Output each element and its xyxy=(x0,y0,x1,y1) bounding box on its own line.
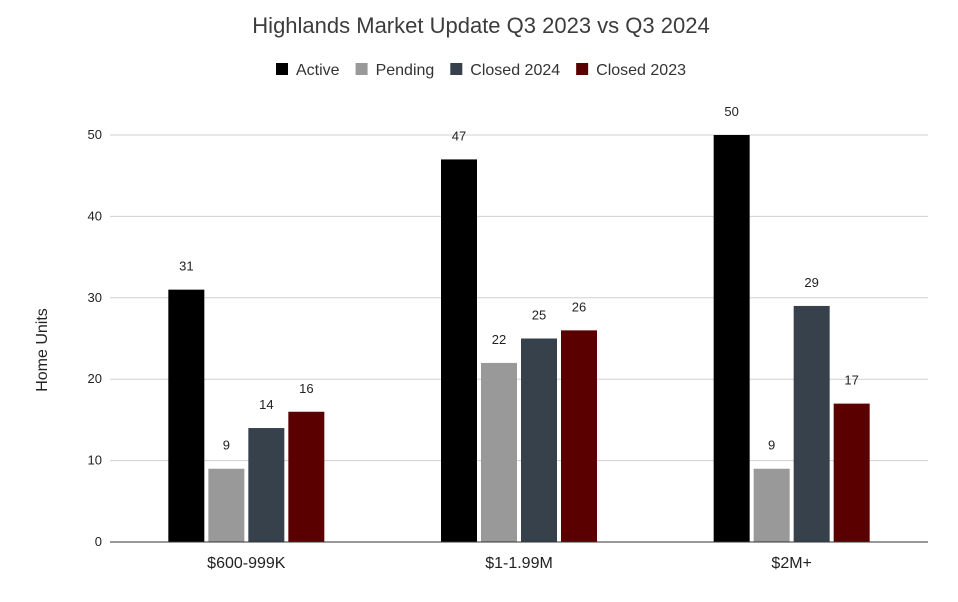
legend: Active Pending Closed 2024 Closed 2023 xyxy=(276,62,686,79)
x-axis-categories: $600-999K $1-1.99M $2M+ xyxy=(207,555,812,572)
data-label: 9 xyxy=(223,438,230,453)
legend-label: Closed 2023 xyxy=(596,62,686,79)
data-label: 17 xyxy=(844,373,858,388)
y-tick-label: 40 xyxy=(88,208,102,223)
y-axis-ticks: 0 10 20 30 40 50 xyxy=(88,127,102,549)
bar-closed-2023 xyxy=(833,403,870,542)
legend-swatch xyxy=(450,63,463,75)
bar-active xyxy=(441,159,477,543)
x-category-label: $2M+ xyxy=(771,555,811,572)
x-category-label: $600-999K xyxy=(207,555,286,572)
data-label: 9 xyxy=(768,438,775,453)
bar-closed-2024 xyxy=(793,305,830,542)
data-label: 26 xyxy=(572,299,586,314)
y-tick-label: 20 xyxy=(88,371,102,386)
legend-swatch xyxy=(576,63,589,75)
legend-label: Active xyxy=(296,62,340,79)
bar-closed-2024 xyxy=(248,428,285,542)
bars xyxy=(168,135,870,543)
bar-closed-2024 xyxy=(521,338,557,542)
chart-title: Highlands Market Update Q3 2023 vs Q3 20… xyxy=(252,13,709,38)
bar-closed-2023 xyxy=(288,411,325,542)
data-label: 50 xyxy=(724,104,738,119)
data-label: 14 xyxy=(259,397,273,412)
y-tick-label: 0 xyxy=(95,534,102,549)
y-tick-label: 30 xyxy=(88,290,102,305)
legend-swatch xyxy=(355,63,368,75)
y-axis-label: Home Units xyxy=(34,308,51,392)
legend-label: Closed 2024 xyxy=(470,62,560,79)
y-tick-label: 50 xyxy=(88,127,102,142)
legend-swatch xyxy=(276,63,289,75)
data-label: 22 xyxy=(492,332,506,347)
data-label: 47 xyxy=(452,128,466,143)
data-label: 16 xyxy=(299,381,313,396)
legend-label: Pending xyxy=(376,62,435,79)
x-category-label: $1-1.99M xyxy=(485,555,553,572)
bar-active xyxy=(713,135,750,542)
bar-pending xyxy=(481,362,517,542)
gridlines xyxy=(110,134,928,462)
bar-active xyxy=(168,289,205,542)
data-label: 25 xyxy=(532,308,546,323)
data-label: 31 xyxy=(179,259,193,274)
bar-pending xyxy=(208,468,245,542)
bar-closed-2023 xyxy=(561,330,597,542)
bar-pending xyxy=(753,468,790,542)
data-label: 29 xyxy=(804,275,818,290)
y-tick-label: 10 xyxy=(88,453,102,468)
data-labels: 31 9 14 16 47 22 25 26 50 9 29 17 xyxy=(179,104,859,453)
